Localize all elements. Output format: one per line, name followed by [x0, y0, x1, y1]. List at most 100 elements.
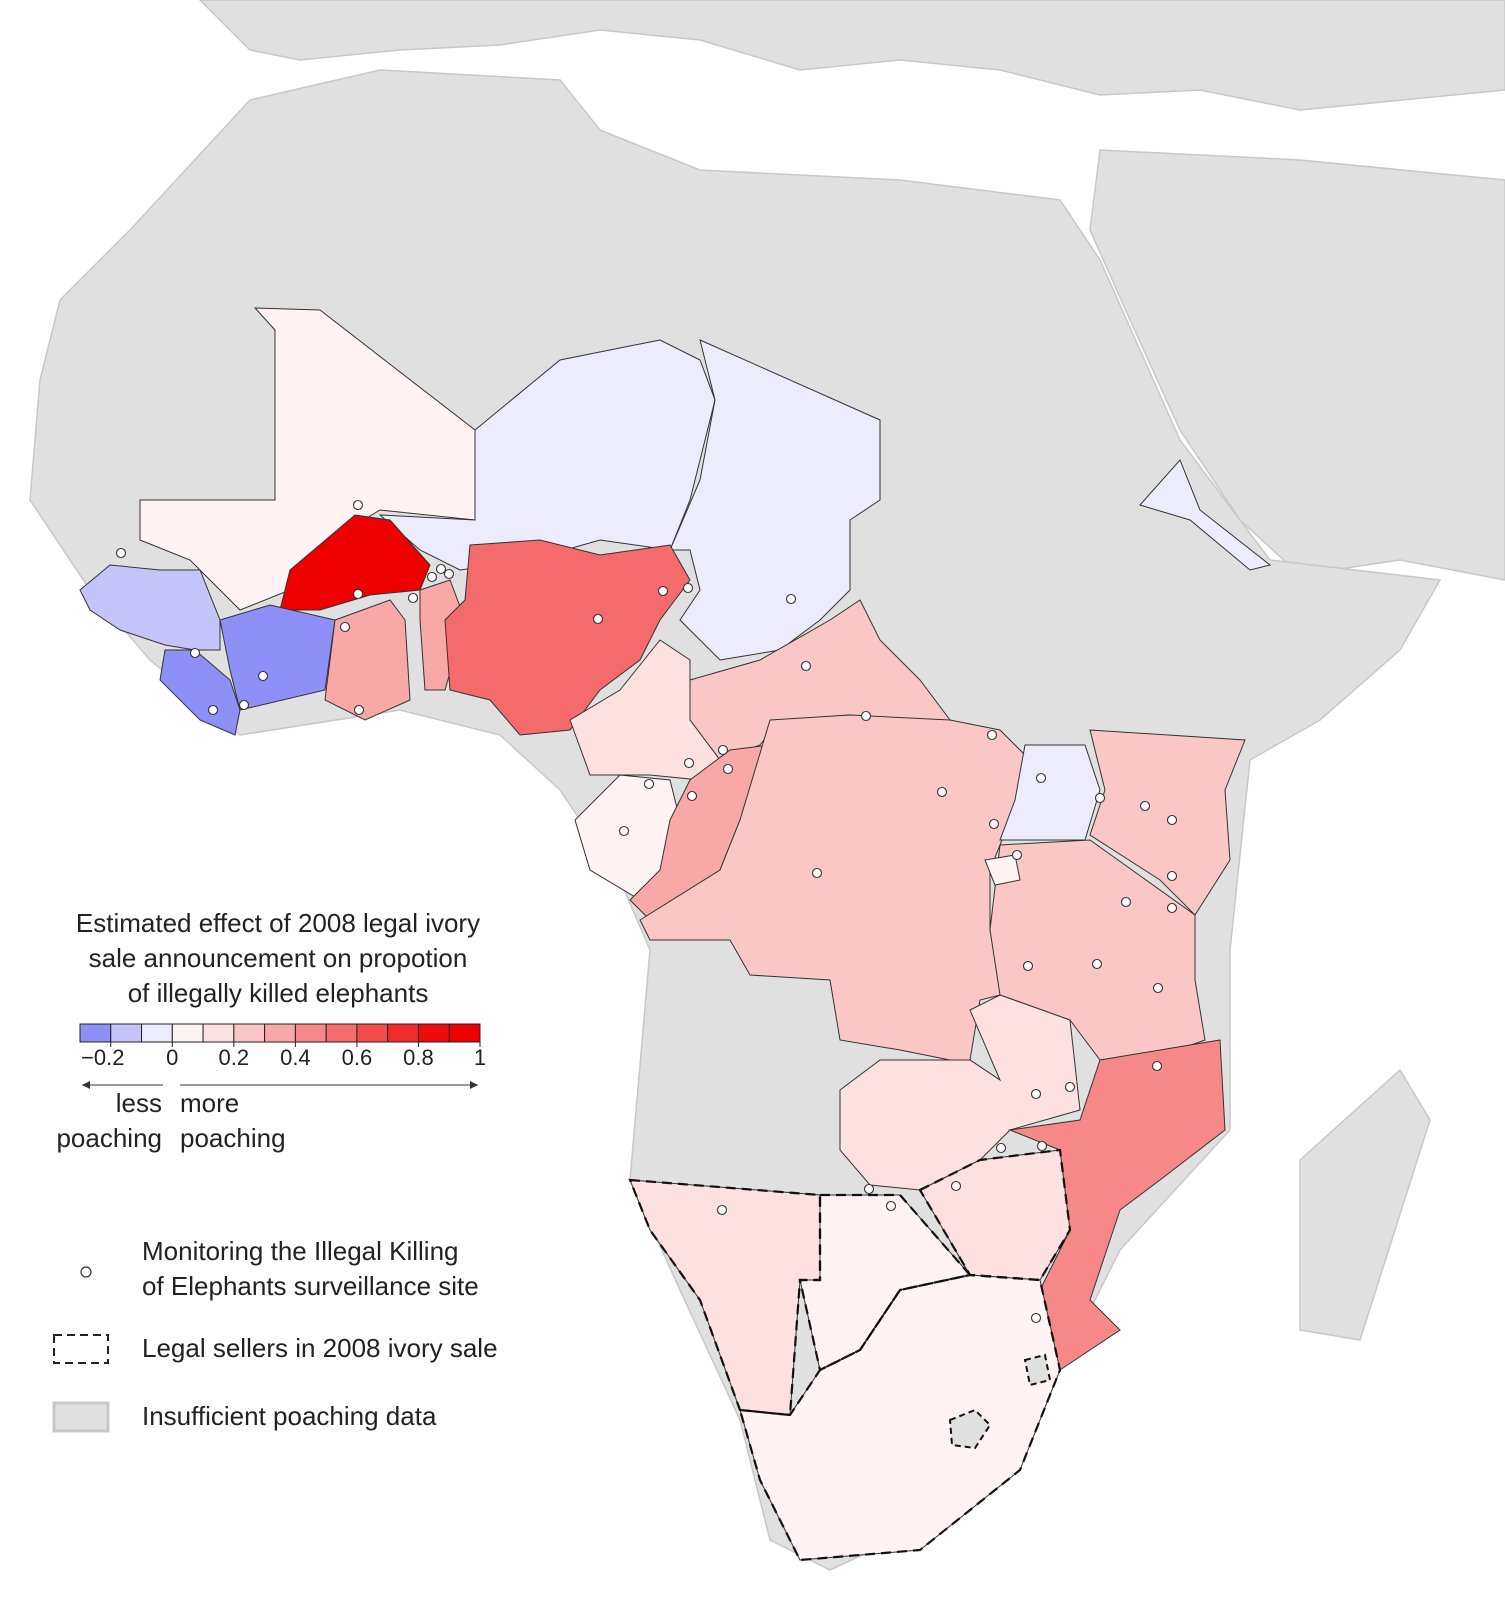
legend-label: Insufficient poaching data [142, 1401, 437, 1431]
colorbar-tick-label: 1 [474, 1045, 486, 1070]
surveillance-site [592, 613, 604, 625]
region [219, 604, 336, 711]
colorbar-bin [79, 1023, 112, 1043]
surveillance-site [863, 1183, 875, 1195]
colorbar-bin [141, 1023, 173, 1043]
region [839, 994, 1081, 1191]
surveillance-site [682, 582, 694, 594]
surveillance-site [716, 1204, 728, 1216]
surveillance-site [352, 588, 364, 600]
surveillance-site [722, 763, 734, 775]
surveillance-site [860, 710, 872, 722]
nodata-enclave [1023, 1353, 1052, 1387]
region [984, 854, 1021, 886]
surveillance-site [1030, 1088, 1042, 1100]
legend-label: Legal sellers in 2008 ivory sale [142, 1333, 498, 1363]
surveillance-site [800, 660, 812, 672]
colorbar-title: Estimated effect of 2008 legal ivory sal… [76, 908, 480, 1008]
right-label: more [180, 1088, 239, 1118]
colorbar-title-line: of illegally killed elephants [128, 978, 429, 1008]
region [669, 339, 881, 661]
surveillance-site [1030, 1312, 1042, 1324]
surveillance-site [238, 699, 250, 711]
surveillance-site [352, 499, 364, 511]
right-label: poaching [180, 1123, 286, 1153]
surveillance-site [1120, 896, 1132, 908]
colorbar-bin [417, 1023, 450, 1043]
colorbar-bin [325, 1023, 358, 1043]
surveillance-site [811, 867, 823, 879]
surveillance-site [885, 1200, 897, 1212]
surveillance-site [995, 1142, 1007, 1154]
legend-label: Monitoring the Illegal Killing [142, 1236, 459, 1266]
legend-label: of Elephants surveillance site [142, 1271, 479, 1301]
region [279, 514, 431, 611]
left-label: poaching [56, 1123, 162, 1153]
region [159, 649, 241, 736]
colorbar-bin [387, 1023, 419, 1043]
madagascar [1299, 1068, 1431, 1341]
surveillance-site [1094, 792, 1106, 804]
region [419, 579, 466, 691]
colorbar: −0.2 0 0.2 0.4 0.6 0.8 1 [79, 1023, 486, 1070]
surveillance-site [353, 704, 365, 716]
surveillance-site [643, 778, 655, 790]
colorbar-bin [202, 1023, 235, 1043]
surveillance-site [1166, 870, 1178, 882]
colorbar-title-line: sale announcement on propotion [89, 943, 468, 973]
surveillance-site [618, 825, 630, 837]
surveillance-site [426, 571, 438, 583]
legend-seller-symbol [53, 1334, 109, 1364]
surveillance-site [339, 621, 351, 633]
left-label: less [116, 1088, 162, 1118]
surveillance-site [189, 647, 201, 659]
legal-seller-outline [798, 1193, 973, 1372]
surveillance-site [657, 585, 669, 597]
surveillance-site [683, 757, 695, 769]
europe [198, 0, 1505, 111]
surveillance-site [257, 670, 269, 682]
surveillance-site [1152, 982, 1164, 994]
surveillance-site [435, 563, 447, 575]
colorbar-bin [356, 1023, 389, 1043]
surveillance-site [1166, 814, 1178, 826]
colorbar-tick-label: −0.2 [81, 1045, 124, 1070]
region [444, 539, 691, 736]
surveillance-site [1011, 849, 1023, 861]
colorbar-bin [171, 1023, 204, 1043]
arrow-head [82, 1081, 90, 1089]
surveillance-site [1035, 772, 1047, 784]
direction-labels: less poaching more poaching [56, 1081, 478, 1153]
surveillance-site [936, 786, 948, 798]
surveillance-site [717, 744, 729, 756]
region [79, 564, 221, 651]
surveillance-site [443, 568, 455, 580]
colorbar-tick-label: 0.4 [280, 1045, 311, 1070]
regions [79, 307, 1272, 1562]
sites [115, 499, 1178, 1324]
surveillance-site [207, 704, 219, 716]
surveillance-site [1091, 958, 1103, 970]
colorbar-title-line: Estimated effect of 2008 legal ivory [76, 908, 480, 938]
surveillance-site [950, 1180, 962, 1192]
colorbar-tick-label: 0.6 [342, 1045, 373, 1070]
arrow-head [470, 1081, 478, 1089]
surveillance-site [1139, 800, 1151, 812]
colorbar-bin [110, 1023, 143, 1043]
surveillance-site [1064, 1081, 1076, 1093]
surveillance-site [1022, 960, 1034, 972]
colorbar-bin [264, 1023, 296, 1043]
legend: Monitoring the Illegal Killing of Elepha… [52, 1236, 498, 1433]
colorbar-tick-label: 0.8 [403, 1045, 434, 1070]
region [1008, 1039, 1226, 1371]
colorbar-bin [448, 1023, 481, 1043]
surveillance-site [785, 593, 797, 605]
legend-site-symbol [80, 1266, 92, 1278]
surveillance-site [686, 790, 698, 802]
surveillance-site [986, 729, 998, 741]
surveillance-site [1151, 1060, 1163, 1072]
colorbar-bin [294, 1023, 327, 1043]
surveillance-site [115, 547, 127, 559]
colorbar-bin [233, 1023, 266, 1043]
